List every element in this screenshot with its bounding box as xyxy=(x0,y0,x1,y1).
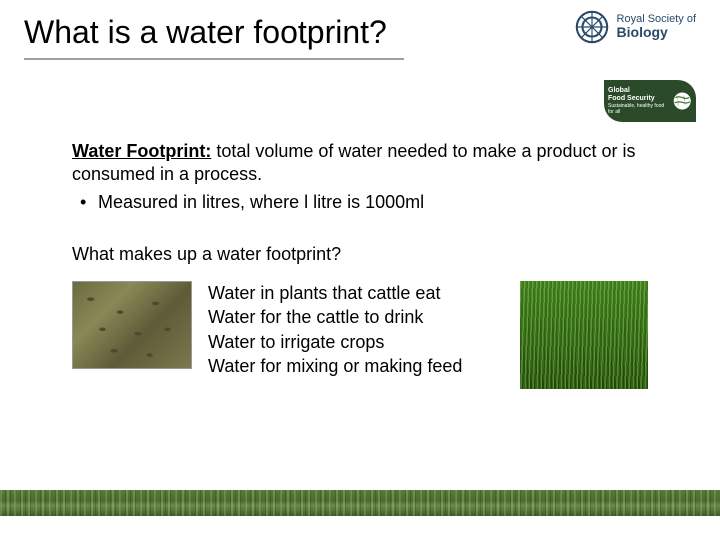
logo-primary: Royal Society of Biology xyxy=(573,8,696,46)
examples-row: Water in plants that cattle eat Water fo… xyxy=(72,281,648,389)
title-underline xyxy=(24,58,404,60)
slide-title: What is a water footprint? xyxy=(24,14,387,51)
definition-bullet: •Measured in litres, where l litre is 10… xyxy=(72,191,648,214)
definition-term: Water Footprint: xyxy=(72,141,211,161)
globe-icon xyxy=(672,89,692,113)
content-area: Water Footprint: total volume of water n… xyxy=(72,140,648,389)
bullet-mark: • xyxy=(80,191,98,214)
slide: What is a water footprint? Royal Society… xyxy=(0,0,720,540)
example-line: Water for the cattle to drink xyxy=(208,305,462,329)
example-line: Water to irrigate crops xyxy=(208,330,462,354)
example-lines: Water in plants that cattle eat Water fo… xyxy=(208,281,462,378)
logo-sec-tagline: Sustainable, healthy food for all xyxy=(608,104,668,115)
example-line: Water for mixing or making feed xyxy=(208,354,462,378)
logo-secondary: Global Food Security Sustainable, health… xyxy=(604,80,696,122)
image-feed-pellets xyxy=(72,281,192,369)
definition-block: Water Footprint: total volume of water n… xyxy=(72,140,648,187)
bullet-text: Measured in litres, where l litre is 100… xyxy=(98,192,424,212)
logo-primary-text: Royal Society of Biology xyxy=(617,13,696,40)
biology-logo-icon xyxy=(573,8,611,46)
logo-sec-line1: Global xyxy=(608,87,668,95)
logo-primary-line2: Biology xyxy=(617,25,696,40)
image-grass xyxy=(520,281,648,389)
logo-sec-line2: Food Security xyxy=(608,95,668,103)
example-line: Water in plants that cattle eat xyxy=(208,281,462,305)
footer-decorative-strip xyxy=(0,490,720,516)
logo-secondary-text: Global Food Security Sustainable, health… xyxy=(608,87,668,115)
subheading: What makes up a water footprint? xyxy=(72,244,648,265)
